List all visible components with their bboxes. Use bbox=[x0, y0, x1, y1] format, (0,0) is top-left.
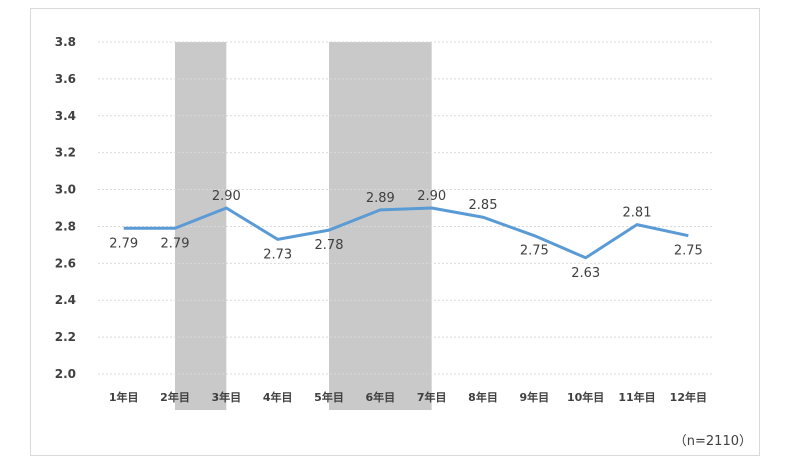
x-tick-label: 8年目 bbox=[468, 390, 498, 404]
y-tick-label: 2.0 bbox=[55, 367, 76, 381]
data-label: 2.75 bbox=[674, 244, 703, 259]
y-tick-label: 2.6 bbox=[55, 256, 76, 270]
data-label: 2.90 bbox=[212, 189, 241, 204]
x-tick-label: 4年目 bbox=[263, 390, 293, 404]
x-tick-label: 1年目 bbox=[109, 390, 139, 404]
data-label: 2.89 bbox=[366, 191, 395, 206]
series-line bbox=[123, 206, 689, 260]
x-tick-label: 5年目 bbox=[314, 390, 344, 404]
data-label: 2.73 bbox=[263, 247, 292, 262]
x-tick-label: 11年目 bbox=[618, 390, 655, 404]
data-label: 2.81 bbox=[623, 206, 652, 221]
data-label: 2.90 bbox=[417, 189, 446, 204]
x-tick-label: 9年目 bbox=[520, 390, 550, 404]
data-label: 2.79 bbox=[161, 236, 190, 251]
y-tick-label: 2.4 bbox=[55, 293, 76, 307]
data-label: 2.78 bbox=[315, 238, 344, 253]
data-label: 2.63 bbox=[571, 266, 600, 281]
y-tick-label: 3.0 bbox=[55, 183, 76, 197]
sample-size-note: （n=2110） bbox=[673, 434, 752, 449]
y-tick-label: 3.2 bbox=[55, 146, 76, 160]
y-tick-label: 2.2 bbox=[55, 330, 76, 344]
x-tick-label: 12年目 bbox=[670, 390, 707, 404]
data-label: 2.85 bbox=[469, 198, 498, 213]
x-tick-label: 2年目 bbox=[160, 390, 190, 404]
x-tick-label: 3年目 bbox=[212, 390, 242, 404]
data-label: 2.79 bbox=[109, 236, 138, 251]
data-label: 2.75 bbox=[520, 244, 549, 259]
x-tick-label: 6年目 bbox=[366, 390, 396, 404]
x-tick-label: 7年目 bbox=[417, 390, 447, 404]
x-tick-label: 10年目 bbox=[567, 390, 604, 404]
y-tick-label: 3.6 bbox=[55, 72, 76, 86]
shaded-band-2 bbox=[329, 42, 432, 410]
y-tick-label: 2.8 bbox=[55, 219, 76, 233]
y-tick-label: 3.4 bbox=[55, 109, 76, 123]
y-tick-label: 3.8 bbox=[55, 35, 76, 49]
